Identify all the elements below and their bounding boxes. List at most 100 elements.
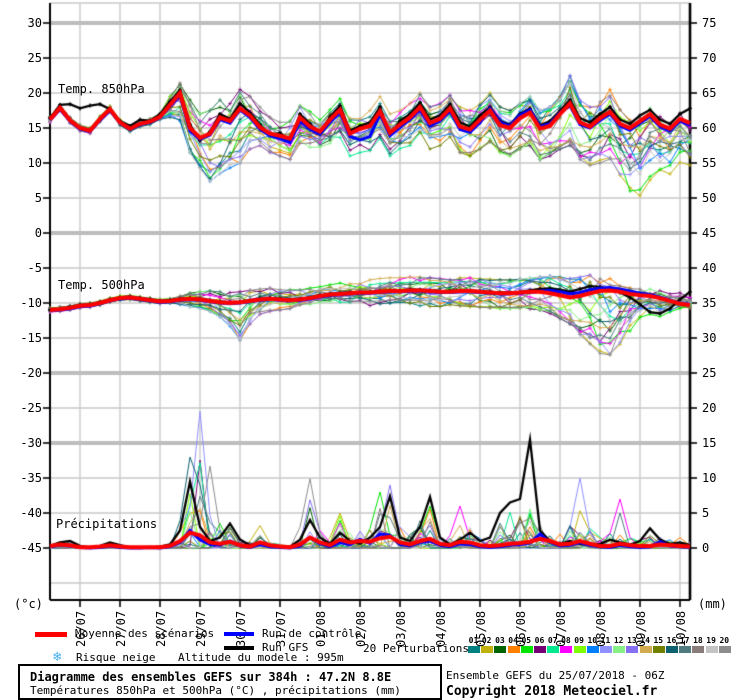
perturbation-swatch-20: [718, 646, 731, 653]
y-axis-left-label: 30: [27, 16, 42, 30]
panel-label-850: Temp. 850hPa: [58, 82, 145, 96]
y-axis-left-label: -30: [20, 436, 42, 450]
perturbation-swatch-03: [494, 646, 507, 653]
x-axis-date-label: 01/08: [314, 610, 328, 647]
perturbation-number-18: 18: [693, 636, 703, 645]
x-axis-date-label: 02/08: [354, 610, 368, 647]
y-axis-left-label: -20: [20, 366, 42, 380]
left-unit-label: (°c): [14, 597, 43, 611]
y-axis-right-label: 75: [702, 16, 717, 30]
x-axis-date-label: 03/08: [394, 610, 408, 647]
perturbation-number-17: 17: [679, 636, 690, 645]
diagram-title: Diagramme des ensembles GEFS sur 384h : …: [30, 670, 392, 684]
y-axis-left-label: 0: [34, 226, 42, 240]
perturbation-swatch-05: [520, 646, 533, 653]
ensemble-chart-canvas: [0, 0, 740, 615]
perturbation-number-03: 03: [495, 636, 505, 645]
mean-line-swatch: [35, 632, 67, 637]
x-axis-date-label: 29/07: [194, 610, 208, 647]
mean-line-label: Moyenne des scénarios: [75, 627, 215, 640]
control-line-label: Run de contrôle: [262, 627, 362, 640]
perturbation-swatch-17: [679, 646, 692, 653]
gfs-line-label: Run GFS: [262, 641, 309, 654]
y-axis-left-label: -35: [20, 471, 42, 485]
gfs-line-swatch: [224, 646, 254, 650]
y-axis-right-label: 50: [702, 191, 717, 205]
x-axis-date-label: 26/07: [74, 610, 88, 647]
y-axis-right-label: 45: [702, 226, 717, 240]
y-axis-right-label: 35: [702, 296, 717, 310]
y-axis-right-label: 55: [702, 156, 717, 170]
perturbation-swatch-16: [666, 646, 678, 653]
perturbation-number-20: 20: [719, 636, 730, 645]
perturbation-number-12: 12: [613, 636, 624, 645]
perturbation-number-04: 04: [508, 636, 518, 645]
y-axis-right-label: 40: [702, 261, 717, 275]
perturbation-swatch-11: [600, 646, 612, 653]
perturbation-number-01: 01: [468, 636, 479, 645]
y-axis-left-label: -10: [20, 296, 42, 310]
control-line-swatch: [224, 632, 254, 636]
panel-label-500: Temp. 500hPa: [58, 278, 145, 292]
perturbation-swatch-18: [692, 646, 705, 653]
y-axis-left-label: 25: [27, 51, 42, 65]
perturbations-label: 20 Perturbations: [363, 642, 469, 655]
y-axis-right-label: 70: [702, 51, 717, 65]
x-axis-date-label: 30/07: [234, 610, 248, 647]
y-axis-right-label: 65: [702, 86, 717, 100]
perturbation-number-02: 02: [481, 636, 492, 645]
run-info-label: Ensemble GEFS du 25/07/2018 - 06Z: [446, 669, 665, 682]
copyright-label: Copyright 2018 Meteociel.fr: [446, 684, 658, 699]
x-axis-date-label: 04/08: [434, 610, 448, 647]
x-axis-date-label: 28/07: [154, 610, 168, 647]
snowflake-icon: ❄: [53, 649, 62, 665]
y-axis-left-label: -40: [20, 506, 42, 520]
perturbation-number-05: 05: [521, 636, 532, 645]
perturbation-number-08: 08: [561, 636, 571, 645]
perturbation-number-19: 19: [706, 636, 716, 645]
title-box: Diagramme des ensembles GEFS sur 384h : …: [18, 664, 442, 700]
perturbation-swatch-15: [652, 646, 665, 653]
perturbation-swatch-12: [613, 646, 626, 653]
y-axis-right-label: 25: [702, 366, 717, 380]
perturbation-number-11: 11: [600, 636, 611, 645]
perturbation-number-13: 13: [627, 636, 637, 645]
perturbation-swatch-04: [507, 646, 520, 653]
diagram-subtitle: Températures 850hPa et 500hPa (°C) , pré…: [30, 684, 401, 697]
y-axis-left-label: 20: [27, 86, 42, 100]
y-axis-left-label: 10: [27, 156, 42, 170]
perturbation-number-07: 07: [547, 636, 558, 645]
perturbation-swatch-06: [534, 646, 546, 653]
perturbation-swatch-08: [560, 646, 573, 653]
perturbation-number-15: 15: [653, 636, 664, 645]
y-axis-right-label: 15: [702, 436, 717, 450]
y-axis-right-label: 10: [702, 471, 717, 485]
y-axis-right-label: 30: [702, 331, 717, 345]
y-axis-right-label: 0: [702, 541, 710, 555]
y-axis-left-label: -25: [20, 401, 42, 415]
panel-label-precip: Précipitations: [56, 517, 158, 531]
y-axis-left-label: 15: [27, 121, 42, 135]
perturbation-number-16: 16: [666, 636, 677, 645]
perturbation-swatch-02: [481, 646, 494, 653]
y-axis-left-label: -45: [20, 541, 42, 555]
perturbation-swatch-14: [639, 646, 652, 653]
y-axis-left-label: -15: [20, 331, 42, 345]
y-axis-left-label: -5: [27, 261, 42, 275]
perturbation-swatch-19: [705, 646, 718, 653]
perturbation-number-06: 06: [534, 636, 545, 645]
perturbation-number-14: 14: [640, 636, 650, 645]
perturbation-number-10: 10: [587, 636, 598, 645]
y-axis-right-label: 20: [702, 401, 717, 415]
snow-risk-label: Risque neige: [76, 651, 156, 664]
x-axis-date-label: 27/07: [114, 610, 128, 647]
perturbation-swatch-10: [586, 646, 599, 653]
perturbation-swatch-09: [573, 646, 586, 653]
perturbation-number-09: 09: [574, 636, 584, 645]
right-unit-label: (mm): [698, 597, 727, 611]
y-axis-right-label: 60: [702, 121, 717, 135]
y-axis-left-label: 5: [34, 191, 42, 205]
model-altitude-label: Altitude du modele : 995m: [178, 651, 344, 664]
perturbation-swatch-07: [547, 646, 560, 653]
